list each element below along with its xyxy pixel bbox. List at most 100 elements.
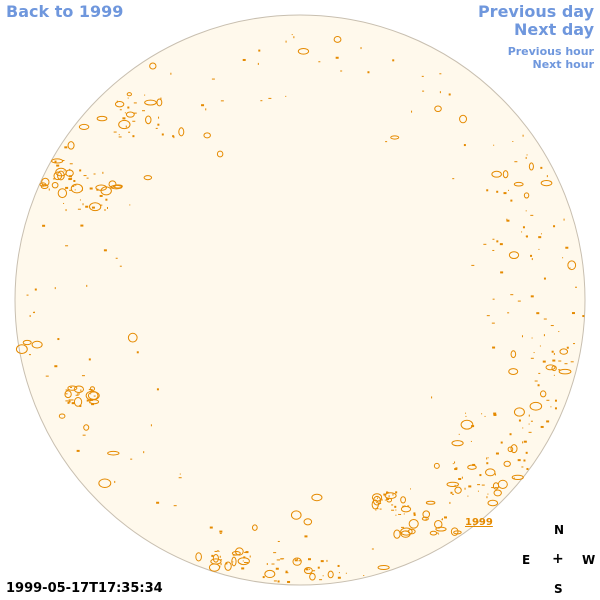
contour-mark	[303, 567, 313, 575]
contour-mark	[235, 552, 237, 554]
contour-mark	[178, 477, 182, 479]
contour-mark	[231, 556, 237, 567]
previous-hour-link[interactable]: Previous hour	[507, 45, 594, 58]
contour-mark	[496, 190, 499, 193]
contour-mark	[467, 495, 469, 497]
contour-mark	[64, 390, 72, 399]
contour-mark	[458, 477, 462, 480]
contour-mark	[102, 171, 104, 174]
contour-mark	[285, 95, 287, 97]
contour-mark	[118, 119, 131, 130]
contour-mark	[54, 365, 58, 368]
contour-mark	[62, 160, 65, 162]
contour-mark	[485, 468, 496, 477]
contour-mark	[552, 359, 556, 362]
contour-mark	[407, 505, 410, 507]
contour-mark	[65, 400, 69, 402]
contour-mark	[173, 136, 175, 139]
contour-mark	[150, 424, 152, 427]
contour-mark	[173, 505, 177, 507]
contour-mark	[89, 398, 93, 401]
contour-mark	[492, 298, 495, 300]
contour-mark	[404, 505, 406, 507]
contour-mark	[452, 463, 454, 465]
contour-mark	[309, 568, 311, 570]
contour-mark	[158, 116, 160, 119]
contour-mark	[220, 559, 223, 561]
contour-mark	[58, 413, 66, 419]
contour-mark	[89, 202, 102, 212]
contour-mark	[296, 558, 298, 560]
contour-mark	[293, 36, 295, 39]
contour-mark	[540, 179, 553, 187]
contour-mark	[29, 314, 31, 317]
contour-mark	[530, 214, 534, 216]
contour-mark	[287, 580, 291, 583]
next-hour-link[interactable]: Next hour	[532, 58, 595, 71]
contour-mark	[545, 364, 556, 371]
contour-mark	[558, 369, 561, 371]
svg-text:1999[interactable]: 1999	[465, 517, 493, 528]
contour-mark	[277, 580, 280, 583]
contour-mark	[525, 235, 528, 238]
contour-mark	[554, 399, 557, 402]
contour-mark	[525, 210, 527, 212]
contour-mark	[257, 62, 259, 65]
map-year-link[interactable]: 1999	[465, 517, 493, 528]
contour-mark	[564, 363, 568, 365]
contour-mark	[570, 361, 574, 363]
contour-mark	[108, 180, 117, 188]
contour-mark	[546, 420, 550, 423]
contour-mark	[93, 395, 96, 397]
compass-north: N	[554, 523, 565, 537]
contour-mark	[448, 93, 451, 96]
next-day-link[interactable]: Next day	[514, 20, 594, 39]
contour-mark	[128, 131, 131, 133]
contour-mark	[107, 450, 120, 456]
contour-mark	[470, 440, 472, 442]
contour-mark	[443, 516, 447, 519]
back-to-year-link[interactable]: Back to 1999	[6, 2, 124, 21]
contour-mark	[125, 111, 135, 118]
contour-mark	[157, 123, 160, 126]
contour-mark	[486, 496, 488, 499]
contour-mark	[403, 513, 405, 515]
contour-mark	[367, 71, 370, 74]
contour-mark	[492, 238, 495, 240]
contour-mark	[398, 513, 400, 515]
contour-mark	[28, 354, 31, 356]
contour-mark	[294, 559, 298, 562]
contour-mark	[219, 555, 221, 558]
contour-mark	[340, 70, 343, 72]
contour-mark	[136, 351, 139, 354]
contour-mark	[441, 518, 443, 521]
contour-mark	[495, 452, 499, 455]
contour-mark	[68, 178, 72, 181]
contour-mark	[540, 233, 542, 235]
contour-mark	[48, 188, 50, 191]
contour-mark	[64, 146, 68, 149]
previous-day-link[interactable]: Previous day	[477, 2, 594, 21]
contour-mark	[537, 384, 540, 387]
contour-mark	[508, 251, 520, 260]
contour-mark	[326, 559, 328, 562]
contour-mark	[241, 567, 245, 570]
contour-mark	[425, 518, 427, 521]
contour-mark	[558, 360, 562, 362]
contour-mark	[319, 579, 323, 581]
contour-mark	[76, 393, 80, 395]
contour-mark	[224, 561, 232, 571]
compass-center-plus: +	[552, 551, 564, 567]
contour-mark	[86, 177, 89, 179]
contour-mark	[573, 343, 576, 345]
contour-mark	[477, 484, 481, 486]
contour-mark	[546, 175, 548, 178]
contour-mark	[73, 179, 76, 182]
contour-mark	[56, 164, 60, 167]
contour-mark	[119, 109, 122, 111]
contour-mark	[305, 568, 309, 571]
contour-mark	[513, 407, 525, 417]
contour-mark	[26, 294, 29, 296]
contour-mark	[87, 400, 91, 402]
contour-mark	[145, 115, 152, 125]
